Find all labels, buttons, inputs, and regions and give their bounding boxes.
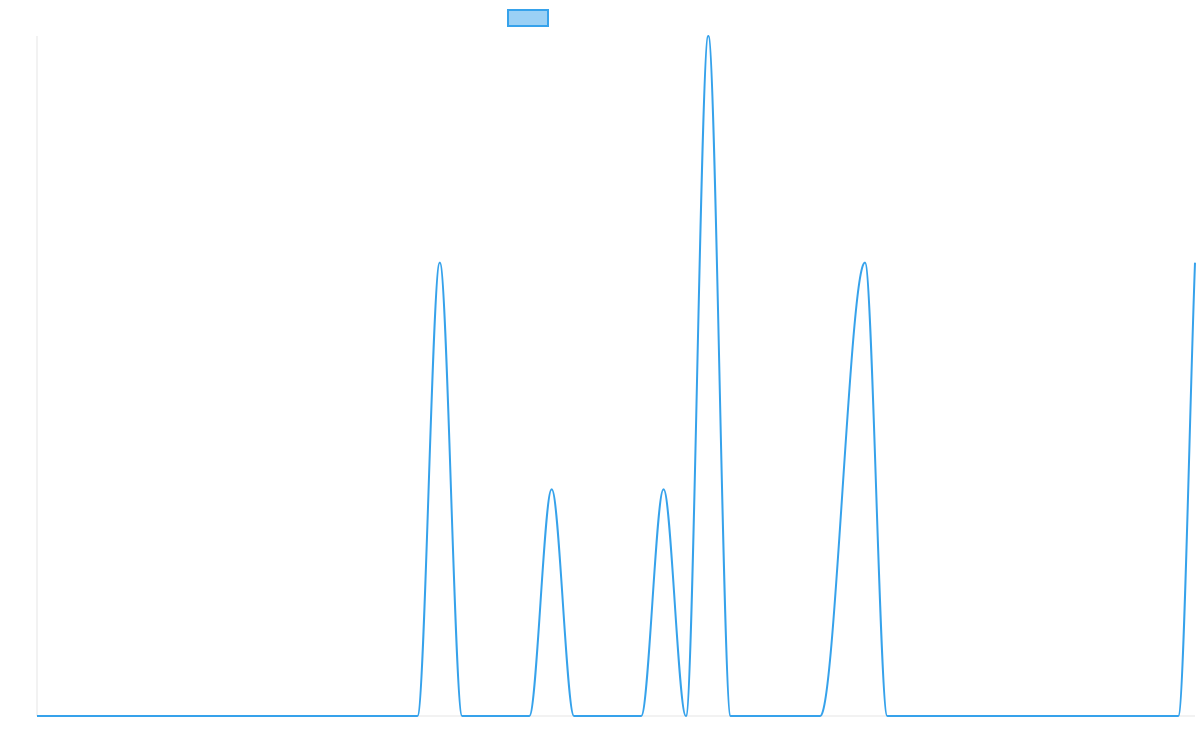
axes xyxy=(36,36,1195,717)
legend-swatch-0[interactable] xyxy=(507,9,549,27)
series-line-0[interactable] xyxy=(37,34,1196,718)
legend[interactable] xyxy=(507,9,549,27)
series-layer xyxy=(37,34,1196,718)
